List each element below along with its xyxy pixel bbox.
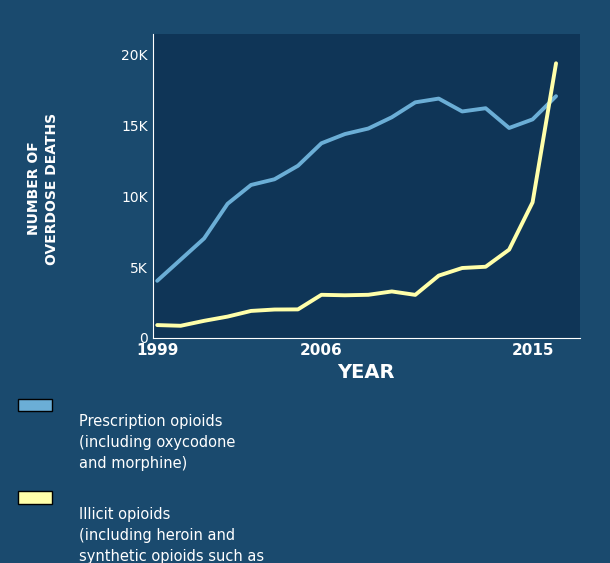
Text: NUMBER OF
OVERDOSE DEATHS: NUMBER OF OVERDOSE DEATHS xyxy=(26,113,59,265)
Text: Prescription opioids
(including oxycodone
and morphine): Prescription opioids (including oxycodon… xyxy=(79,414,235,471)
Text: Illicit opioids
(including heroin and
synthetic opioids such as
fentanyl and car: Illicit opioids (including heroin and sy… xyxy=(79,507,264,563)
Text: YEAR: YEAR xyxy=(337,363,395,382)
